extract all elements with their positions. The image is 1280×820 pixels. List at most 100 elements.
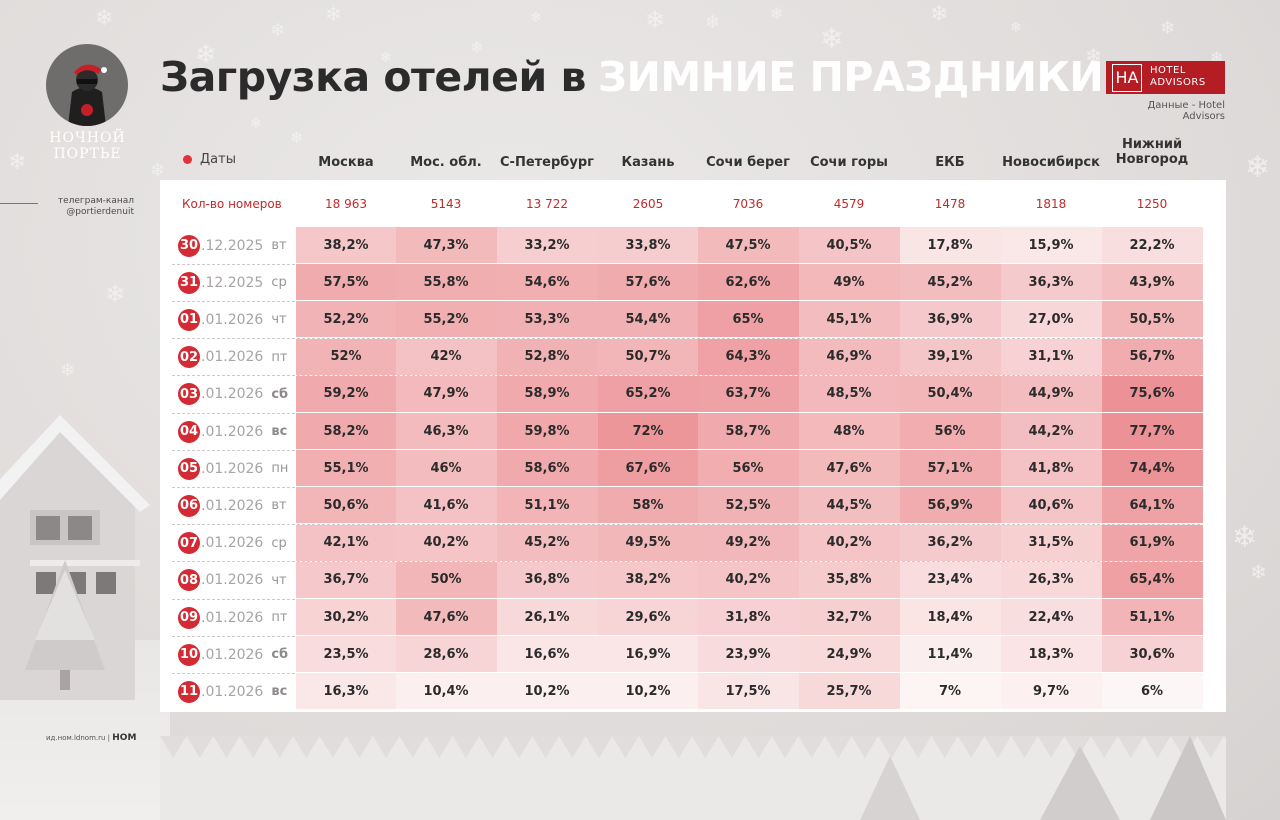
heatmap-cell: 17,5%	[697, 673, 799, 710]
snowflake-icon: ❄	[470, 38, 484, 57]
day-badge: 11	[178, 680, 200, 703]
heatmap-cell: 23,9%	[697, 636, 799, 673]
heatmap-cell: 57,1%	[899, 450, 1001, 487]
date-rest: .01.2026	[201, 572, 264, 589]
heatmap-cell: 40,2%	[395, 524, 497, 561]
heatmap-cell: 48,5%	[798, 375, 900, 412]
heatmap-cell: 22,4%	[1000, 599, 1102, 635]
heatmap-cell: 65%	[697, 301, 799, 338]
logo-wordmark: НОЧНОЙ ПОРТЬЕ	[49, 130, 126, 162]
rooms-count: 13 722	[526, 197, 568, 211]
heatmap-cell: 25,7%	[798, 673, 900, 710]
heatmap-cell: 52,5%	[697, 487, 799, 524]
column-header: Москва	[318, 154, 374, 170]
date-label: 09.01.2026 пт	[178, 599, 287, 636]
heatmap-cell: 52,2%	[295, 301, 397, 338]
dates-header: Даты	[183, 152, 236, 167]
heatmap-cell: 36,3%	[1000, 264, 1102, 301]
heatmap-cell: 41,8%	[1000, 450, 1102, 487]
heatmap-cell: 51,1%	[496, 487, 598, 524]
snowflake-icon: ❄	[95, 6, 114, 31]
heatmap-cell: 51,1%	[1101, 599, 1203, 635]
heatmap-cell: 38,2%	[295, 227, 397, 263]
credit-site: ид.ном.ldnom.ru	[46, 734, 106, 742]
heatmap-cell: 46%	[395, 450, 497, 487]
snowflake-icon: ❄	[1010, 20, 1022, 36]
heatmap-cell: 52,8%	[496, 338, 598, 375]
date-label: 02.01.2026 пт	[178, 339, 287, 376]
heatmap-cell: 32,7%	[798, 599, 900, 635]
heatmap-cell: 44,9%	[1000, 375, 1102, 412]
dates-header-label: Даты	[200, 152, 236, 167]
weekday-label: сб	[271, 647, 289, 663]
weekday-label: пн	[271, 461, 289, 477]
rooms-count: 1250	[1136, 197, 1168, 211]
doorman-icon	[68, 64, 107, 126]
heatmap-cell: 56,7%	[1101, 338, 1203, 375]
heatmap-cell: 77,7%	[1101, 413, 1203, 449]
heatmap-cell: 10,2%	[496, 673, 598, 710]
heatmap-cell: 65,4%	[1101, 561, 1203, 598]
rooms-count: 2605	[632, 197, 664, 211]
heatmap-cell: 16,9%	[597, 636, 699, 673]
date-label: 04.01.2026 вс	[178, 413, 287, 450]
day-badge: 06	[178, 494, 200, 517]
heatmap-cell: 22,2%	[1101, 227, 1203, 263]
column-header: Казань	[621, 154, 675, 170]
heatmap-cell: 16,6%	[496, 636, 598, 673]
column-header: Мос. обл.	[410, 154, 482, 170]
column-header: Нижний Новгород	[1115, 137, 1189, 167]
date-label: 10.01.2026 сб	[178, 636, 288, 673]
heatmap-cell: 50%	[395, 561, 497, 598]
date-label: 05.01.2026 пн	[178, 450, 288, 487]
heatmap-cell: 50,7%	[597, 338, 699, 375]
heatmap-cell: 55,2%	[395, 301, 497, 338]
heatmap-cell: 49,2%	[697, 524, 799, 561]
rooms-count: 7036	[732, 197, 764, 211]
heatmap-cell: 26,1%	[496, 599, 598, 635]
heatmap-cell: 31,5%	[1000, 524, 1102, 561]
date-label: 31.12.2025 ср	[178, 264, 287, 301]
heatmap-cell: 16,3%	[295, 673, 397, 710]
heatmap-cell: 50,6%	[295, 487, 397, 524]
heatmap-cell: 23,5%	[295, 636, 397, 673]
data-source: Данные - Hotel Advisors	[1147, 100, 1225, 122]
snowflake-icon: ❄	[270, 20, 286, 41]
telegram-channel[interactable]: телеграм-канал @portierdenuit	[57, 196, 134, 217]
night-porter-logo	[46, 44, 128, 126]
snowflake-icon: ❄	[325, 2, 342, 26]
date-rest: .01.2026	[201, 423, 264, 440]
date-label: 11.01.2026 вс	[178, 673, 287, 710]
heatmap-cell: 64,1%	[1101, 487, 1203, 524]
heatmap-cell: 41,6%	[395, 487, 497, 524]
heatmap-cell: 35,8%	[798, 561, 900, 598]
heatmap-cell: 28,6%	[395, 636, 497, 673]
day-badge: 08	[178, 569, 200, 592]
heatmap-cell: 48%	[798, 413, 900, 449]
heatmap-cell: 61,9%	[1101, 524, 1203, 561]
snowflake-icon: ❄	[290, 128, 304, 147]
column-header: Сочи берег	[706, 154, 790, 170]
page-title: Загрузка отелей в ЗИМНИЕ ПРАЗДНИКИ	[160, 53, 1104, 101]
heatmap-cell: 40,6%	[1000, 487, 1102, 524]
heatmap-cell: 40,2%	[798, 524, 900, 561]
snowflake-icon: ❄	[930, 2, 949, 27]
day-badge: 05	[178, 457, 200, 480]
date-rest: .01.2026	[201, 535, 264, 552]
weekday-label: пт	[271, 610, 288, 625]
day-badge: 07	[178, 532, 200, 555]
heatmap-cell: 42%	[395, 338, 497, 375]
heatmap-cell: 18,3%	[1000, 636, 1102, 673]
heatmap-cell: 36,7%	[295, 561, 397, 598]
snowflake-icon: ❄	[60, 360, 76, 381]
ha-monogram: HA	[1112, 64, 1142, 92]
heatmap-cell: 58%	[597, 487, 699, 524]
day-badge: 09	[178, 606, 200, 629]
column-header: С-Петербург	[500, 154, 594, 170]
heatmap-cell: 33,8%	[597, 227, 699, 263]
credit: ид.ном.ldnom.ru | НОМ	[46, 733, 137, 743]
heatmap-cell: 30,2%	[295, 599, 397, 635]
heatmap-cell: 30,6%	[1101, 636, 1203, 673]
heatmap-cell: 17,8%	[899, 227, 1001, 263]
heatmap-cell: 39,1%	[899, 338, 1001, 375]
